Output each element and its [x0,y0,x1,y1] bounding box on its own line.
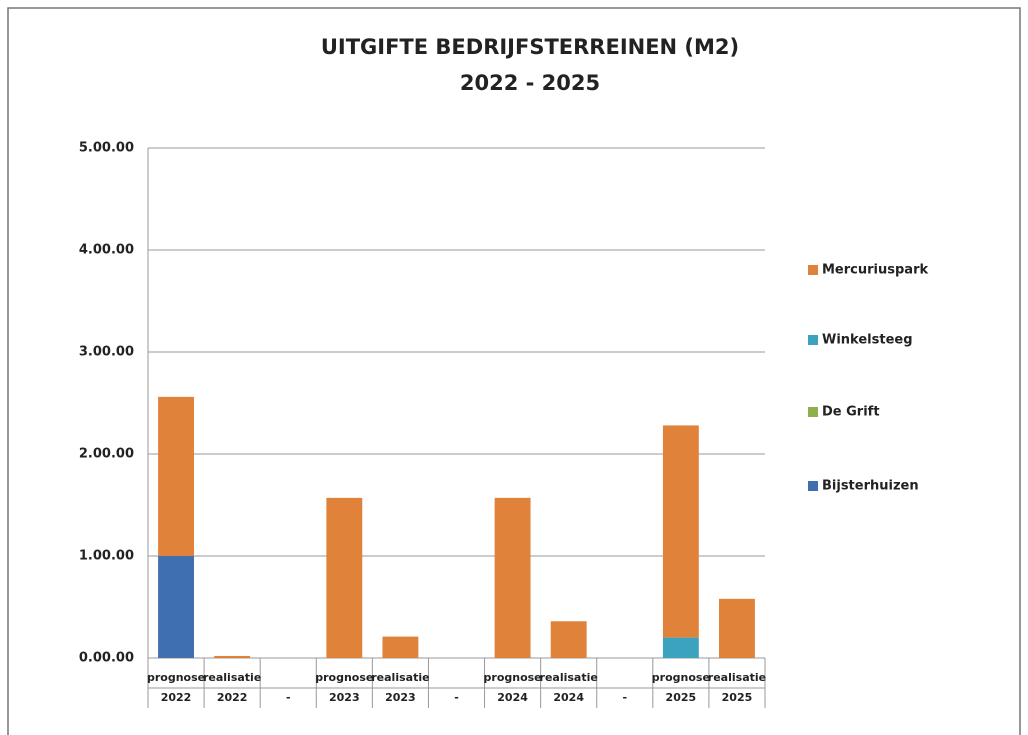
y-tick-label: 1.00.00 [79,549,134,564]
x-tick-label: realisatie [540,671,598,684]
y-tick-label: 5.00.00 [79,141,134,156]
legend-swatch [808,265,818,275]
bar-segment [662,637,699,658]
bar-segment [326,497,363,658]
y-tick-label: 4.00.00 [79,243,134,258]
bar-segment [550,621,587,658]
x-group-label: 2025 [722,691,753,704]
x-group-label: 2024 [553,691,584,704]
bar-segment [662,425,699,638]
legend-label: Mercuriuspark [822,263,928,278]
legend-swatch [808,407,818,417]
x-tick-label: realisatie [371,671,429,684]
legend-label: Winkelsteeg [822,333,913,348]
x-tick-label: prognose [147,671,205,684]
chart-subtitle: 2022 - 2025 [460,71,600,95]
legend-swatch [808,481,818,491]
x-group-label: 2022 [161,691,192,704]
y-tick-label: 3.00.00 [79,345,134,360]
x-group-label: - [454,691,459,704]
bar-segment [494,497,531,658]
x-group-label: 2023 [329,691,360,704]
x-group-label: 2022 [217,691,248,704]
x-group-label: 2023 [385,691,416,704]
bar-segment [214,655,251,658]
legend-label: Bijsterhuizen [822,479,919,494]
x-group-label: - [286,691,291,704]
x-group-label: 2025 [666,691,697,704]
x-tick-label: prognose [484,671,542,684]
chart-title: UITGIFTE BEDRIJFSTERREINEN (M2) [321,35,739,59]
legend-label: De Grift [822,405,880,420]
x-tick-label: prognose [315,671,373,684]
legend-swatch [808,335,818,345]
bar-segment [158,396,194,556]
x-tick-label: realisatie [203,671,261,684]
bar-segment [719,598,755,658]
bar-segment [158,556,194,658]
x-tick-label: realisatie [708,671,766,684]
bar-segment [382,636,419,658]
x-group-label: - [622,691,627,704]
y-tick-label: 0.00.00 [79,651,134,666]
x-group-label: 2024 [497,691,528,704]
x-tick-label: prognose [652,671,710,684]
y-tick-label: 2.00.00 [79,447,134,462]
